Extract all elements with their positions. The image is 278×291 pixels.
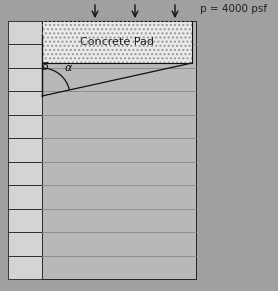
Bar [8, 45, 42, 68]
Bar [8, 115, 42, 138]
Text: p = 4000 psf: p = 4000 psf [200, 4, 267, 14]
Bar [8, 21, 42, 45]
Bar [8, 185, 42, 209]
Text: Concrete Pad: Concrete Pad [80, 37, 154, 47]
Bar [8, 91, 42, 115]
Bar [8, 255, 42, 279]
Bar [8, 162, 42, 185]
Bar [8, 138, 42, 162]
Bar [42, 21, 196, 279]
Bar [42, 21, 192, 63]
Bar [8, 68, 42, 91]
Bar [42, 21, 192, 63]
Bar [8, 209, 42, 232]
Bar [8, 232, 42, 255]
Text: δ: δ [42, 62, 49, 72]
Text: α: α [64, 63, 72, 73]
